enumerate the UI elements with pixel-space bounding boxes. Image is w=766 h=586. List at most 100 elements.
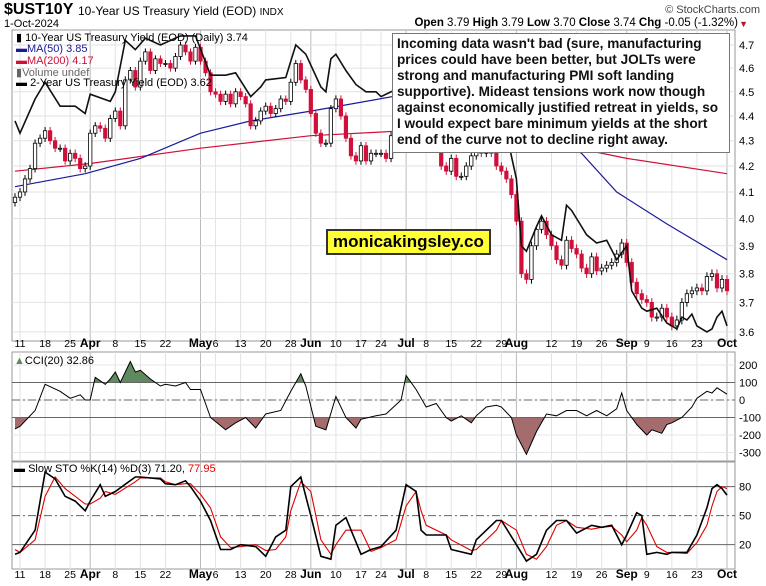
legend-2y: ▬ 2-Year US Treasury Yield (EOD) 3.62 bbox=[16, 77, 212, 89]
candle-body bbox=[609, 262, 614, 266]
candle-body bbox=[143, 51, 148, 62]
candle bbox=[599, 263, 604, 276]
legend-ma50: ▬MA(50) 3.85 bbox=[16, 43, 88, 55]
candle bbox=[193, 43, 198, 65]
candle-body bbox=[569, 239, 574, 249]
candle bbox=[699, 283, 705, 296]
candle-body bbox=[679, 302, 684, 321]
candle bbox=[338, 95, 344, 120]
cci-tick-label: 200 bbox=[739, 360, 757, 372]
candle bbox=[27, 164, 33, 183]
candle-body bbox=[469, 155, 474, 167]
candle bbox=[559, 255, 564, 270]
candle-body bbox=[343, 115, 349, 139]
x-tick-label: Oct bbox=[717, 336, 737, 350]
x-tick-label: 20 bbox=[260, 338, 272, 350]
x-tick-label: 6 bbox=[213, 338, 219, 350]
candle bbox=[58, 144, 63, 153]
candle bbox=[273, 105, 278, 118]
candle bbox=[263, 102, 268, 115]
candle-body bbox=[53, 140, 58, 149]
candle-body bbox=[168, 63, 173, 69]
candle-body bbox=[634, 281, 639, 295]
candle bbox=[93, 122, 98, 137]
x-tick-label: 29 bbox=[496, 338, 508, 350]
candle bbox=[378, 149, 384, 158]
x-tick-label: 12 bbox=[546, 338, 558, 350]
candle-body bbox=[283, 98, 288, 102]
x-tick-label: 22 bbox=[160, 569, 172, 581]
x-tick-label: 15 bbox=[445, 569, 457, 581]
candle-body bbox=[213, 91, 218, 95]
x-tick-label: 9 bbox=[644, 338, 650, 350]
candle-body bbox=[288, 81, 293, 102]
candle-body bbox=[268, 105, 273, 114]
candle bbox=[564, 236, 569, 270]
candle-body bbox=[148, 51, 153, 71]
candle-body bbox=[238, 91, 243, 97]
candle bbox=[539, 217, 544, 234]
x-tick-label: 22 bbox=[160, 338, 172, 350]
candle-body bbox=[68, 152, 73, 162]
y-tick-label: 4.2 bbox=[739, 161, 754, 173]
candle bbox=[714, 269, 720, 293]
candle bbox=[153, 55, 158, 75]
candle bbox=[17, 188, 23, 202]
x-tick-label: Jun bbox=[300, 567, 321, 581]
candle-body bbox=[243, 96, 248, 105]
candle-body bbox=[333, 98, 339, 110]
candle bbox=[569, 236, 574, 253]
candle-body bbox=[494, 152, 499, 167]
x-tick-label: 24 bbox=[375, 338, 387, 350]
candle-body bbox=[58, 147, 63, 150]
candle bbox=[524, 269, 529, 284]
x-tick-label: 18 bbox=[39, 338, 51, 350]
candle-body bbox=[73, 152, 78, 159]
candle bbox=[268, 102, 273, 118]
candle bbox=[12, 193, 18, 207]
x-tick-label: 8 bbox=[112, 569, 118, 581]
candle bbox=[218, 90, 223, 106]
candle-body bbox=[529, 245, 534, 280]
legend-2y-label: 2-Year US Treasury Yield (EOD) 3.62 bbox=[30, 77, 212, 89]
candle-body bbox=[108, 118, 113, 139]
candle-body bbox=[504, 170, 509, 180]
candle-body bbox=[218, 93, 223, 102]
candle-body bbox=[27, 168, 33, 180]
candle-body bbox=[248, 103, 253, 127]
low-label: Low bbox=[527, 17, 550, 29]
candle bbox=[233, 88, 238, 108]
candle-body bbox=[539, 220, 544, 230]
sto-tick-label: 50 bbox=[739, 511, 751, 523]
candle-body bbox=[368, 152, 374, 162]
x-tick-label: Aug bbox=[505, 336, 528, 350]
candle bbox=[684, 289, 689, 307]
candle-body bbox=[278, 98, 283, 110]
candle bbox=[634, 277, 639, 299]
high-value: 3.79 bbox=[501, 17, 524, 29]
copyright[interactable]: © StockCharts.com bbox=[665, 4, 760, 16]
x-tick-label: 12 bbox=[546, 569, 558, 581]
candle-body bbox=[719, 278, 725, 289]
candle-body bbox=[464, 165, 469, 177]
candle bbox=[138, 57, 143, 91]
legend-main: ▮ 10-Year US Treasury Yield (EOD) (Daily… bbox=[16, 32, 248, 44]
candle bbox=[709, 269, 715, 281]
candle bbox=[694, 283, 700, 296]
candle bbox=[188, 48, 193, 65]
candle bbox=[83, 162, 88, 173]
candle bbox=[73, 149, 78, 163]
candle bbox=[639, 289, 644, 304]
candle-body bbox=[78, 157, 83, 169]
candle bbox=[253, 117, 258, 130]
symbol: $UST10Y bbox=[4, 1, 74, 18]
candle-body bbox=[258, 110, 263, 122]
x-tick-label: 15 bbox=[445, 338, 457, 350]
candle-body bbox=[178, 44, 183, 57]
x-tick-label: 10 bbox=[330, 338, 342, 350]
x-tick-label: 24 bbox=[375, 569, 387, 581]
y-tick-label: 4.0 bbox=[739, 214, 754, 226]
candle-body bbox=[263, 105, 268, 112]
x-tick-label: Jul bbox=[397, 336, 414, 350]
